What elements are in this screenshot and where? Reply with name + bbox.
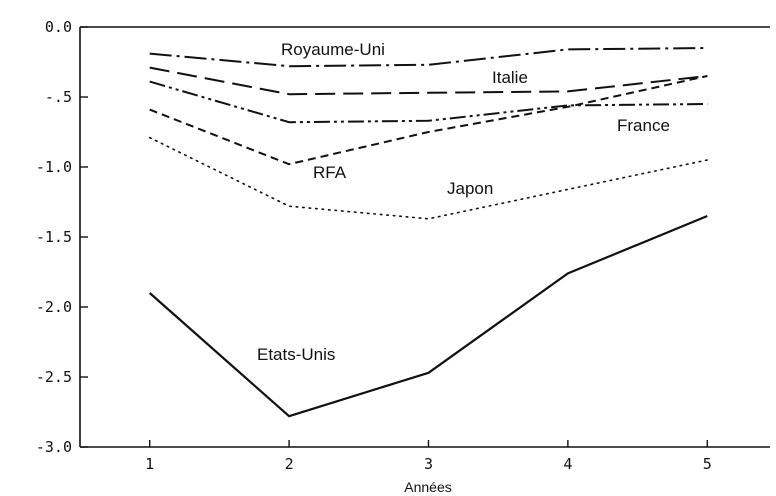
x-axis-title: Années [404, 479, 451, 495]
x-tick-label: 3 [424, 455, 433, 473]
series-label-rfa: RFA [313, 163, 347, 182]
series-line-royaume-uni [149, 47, 708, 68]
x-tick-label: 1 [145, 455, 154, 473]
series-label-royaume-uni: Royaume-Uni [281, 40, 385, 59]
series-line-japon [148, 136, 709, 220]
series-label-etats-unis: Etats-Unis [257, 345, 335, 364]
series-label-japon: Japon [447, 179, 493, 198]
x-tick-label: 4 [563, 455, 572, 473]
series-labels: Royaume-Uni Italie France RFA Japon Etats-Uni… [257, 40, 670, 364]
tick-labels: 0.0 -.5 -1.0 -1.5 -2.0 -2.5 -3.0 1 2 3 4 5 [36, 18, 712, 473]
series-line-etats-unis [148, 214, 708, 418]
y-tick-label: 0.0 [45, 18, 72, 36]
series-line-france [149, 80, 708, 124]
series-line-italie [149, 66, 708, 96]
y-tick-label: -2.5 [36, 368, 72, 386]
y-tick-label: -1.5 [36, 228, 72, 246]
x-tick-label: 5 [703, 455, 712, 473]
series-label-italie: Italie [492, 68, 528, 87]
y-tick-label: -2.0 [36, 298, 72, 316]
x-tick-label: 2 [285, 455, 294, 473]
series-lines [148, 47, 709, 418]
y-tick-label: -.5 [45, 88, 72, 106]
y-tick-label: -1.0 [36, 158, 72, 176]
series-line-rfa [149, 75, 708, 166]
series-label-france: France [617, 116, 670, 135]
axes [79, 26, 770, 448]
y-tick-label: -3.0 [36, 438, 72, 456]
